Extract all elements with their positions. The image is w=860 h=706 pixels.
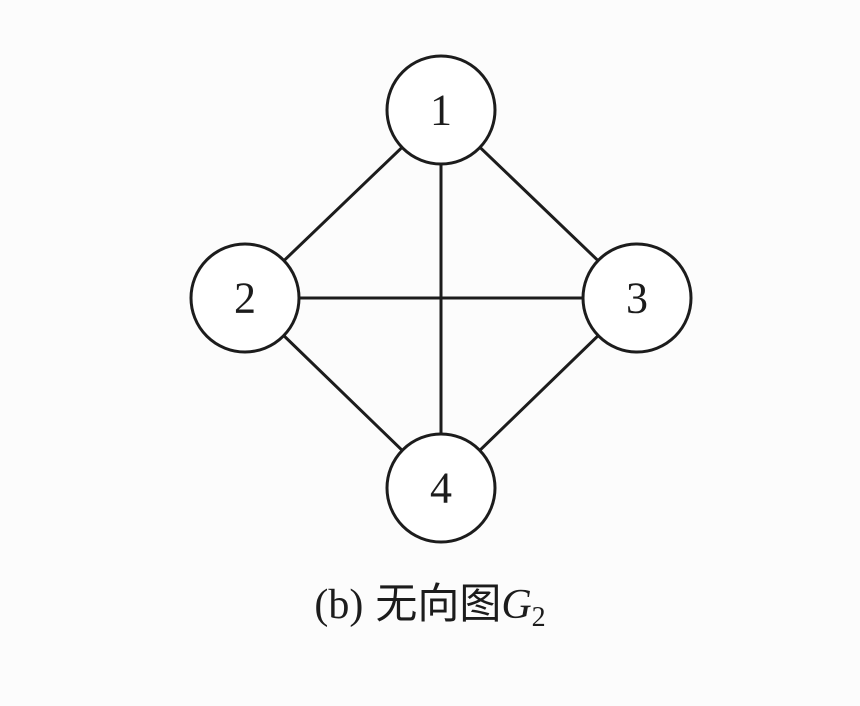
node-label: 2 — [234, 274, 256, 323]
figure-caption: (b) 无向图G2 — [0, 580, 860, 643]
caption-symbol: G — [501, 582, 532, 628]
node-1: 1 — [385, 54, 497, 166]
node-4: 4 — [385, 432, 497, 544]
node-3: 3 — [581, 242, 693, 354]
graph-edges — [243, 108, 639, 490]
node-label: 3 — [626, 274, 648, 323]
node-label: 4 — [430, 464, 452, 513]
caption-prefix: (b) — [314, 582, 364, 628]
node-label: 1 — [430, 86, 452, 135]
node-circle — [189, 242, 301, 354]
node-circle — [581, 242, 693, 354]
caption-text: 无向图 — [375, 582, 502, 628]
node-circle — [385, 54, 497, 166]
graph-nodes: 1 2 3 4 — [189, 54, 693, 544]
node-2: 2 — [189, 242, 301, 354]
node-circle — [385, 432, 497, 544]
caption-subscript: 2 — [531, 602, 546, 633]
